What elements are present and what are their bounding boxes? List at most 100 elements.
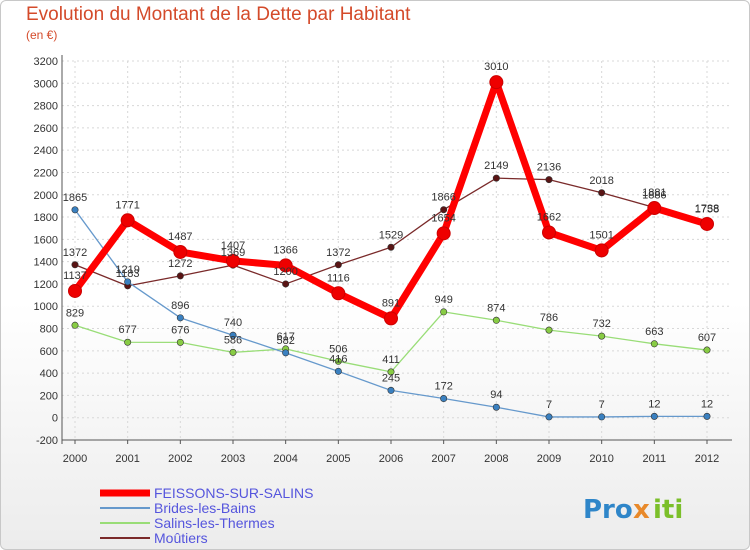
data-label-salins-les-thermes: 786 <box>540 312 558 324</box>
y-tick-label: -200 <box>36 435 58 447</box>
chart-title: Evolution du Montant de la Dette par Hab… <box>26 4 411 25</box>
data-label-salins-les-thermes: 663 <box>645 326 663 338</box>
chart-subtitle: (en €) <box>26 28 58 42</box>
data-point-mo-tiers <box>440 206 448 214</box>
data-point-brides-les-bains <box>229 331 237 339</box>
y-tick-label: 800 <box>40 324 58 336</box>
data-label-feissons-sur-salins: 1881 <box>642 187 666 199</box>
data-point-feissons-sur-salins <box>489 75 504 90</box>
data-label-brides-les-bains: 94 <box>490 389 502 401</box>
data-point-salins-les-thermes <box>176 338 184 346</box>
data-label-feissons-sur-salins: 1407 <box>221 240 245 252</box>
data-point-salins-les-thermes <box>545 326 553 334</box>
data-point-brides-les-bains <box>650 412 658 420</box>
data-label-mo-tiers: 1886 <box>642 189 666 201</box>
data-point-brides-les-bains <box>124 278 132 286</box>
data-label-feissons-sur-salins: 1654 <box>431 212 455 224</box>
data-label-salins-les-thermes: 949 <box>434 294 452 306</box>
data-label-brides-les-bains: 12 <box>701 398 713 410</box>
data-label-feissons-sur-salins: 891 <box>382 297 400 309</box>
data-point-brides-les-bains <box>387 386 395 394</box>
data-point-mo-tiers <box>282 280 290 288</box>
data-label-brides-les-bains: 7 <box>546 399 552 411</box>
data-point-brides-les-bains <box>282 349 290 357</box>
y-tick-label: 1400 <box>34 257 58 269</box>
y-tick-label: 400 <box>40 368 58 380</box>
data-label-mo-tiers: 1372 <box>63 247 87 259</box>
data-label-salins-les-thermes: 607 <box>698 332 716 344</box>
data-point-salins-les-thermes <box>334 357 342 365</box>
x-tick-label: 2005 <box>326 453 350 465</box>
data-label-salins-les-thermes: 617 <box>276 331 294 343</box>
data-label-brides-les-bains: 12 <box>648 398 660 410</box>
data-label-brides-les-bains: 245 <box>382 372 400 384</box>
data-label-salins-les-thermes: 732 <box>592 318 610 330</box>
data-point-feissons-sur-salins <box>120 213 135 228</box>
data-point-feissons-sur-salins <box>384 311 398 326</box>
data-point-salins-les-thermes <box>492 316 500 324</box>
data-point-mo-tiers <box>545 176 553 184</box>
data-label-mo-tiers: 1369 <box>221 247 245 259</box>
data-point-feissons-sur-salins <box>226 253 240 268</box>
data-point-feissons-sur-salins <box>542 225 556 240</box>
y-tick-label: 1200 <box>34 279 58 291</box>
data-point-mo-tiers <box>334 261 342 269</box>
data-label-feissons-sur-salins: 1738 <box>695 203 719 215</box>
data-point-feissons-sur-salins <box>331 286 346 301</box>
data-label-mo-tiers: 1272 <box>168 258 192 270</box>
y-tick-label: 200 <box>40 390 58 402</box>
grid <box>62 60 732 441</box>
data-label-salins-les-thermes: 676 <box>171 324 189 336</box>
data-point-brides-les-bains <box>71 206 79 214</box>
x-tick-label: 2002 <box>168 453 192 465</box>
x-tick-label: 2000 <box>63 453 87 465</box>
data-point-salins-les-thermes <box>703 346 711 354</box>
y-tick-label: 2000 <box>34 190 58 202</box>
data-label-mo-tiers: 2149 <box>484 160 508 172</box>
data-point-salins-les-thermes <box>124 338 132 346</box>
y-tick-label: 0 <box>52 413 58 425</box>
x-tick-label: 2010 <box>589 453 613 465</box>
data-label-brides-les-bains: 1219 <box>115 264 139 276</box>
data-label-mo-tiers: 1758 <box>695 204 719 216</box>
data-label-feissons-sur-salins: 3010 <box>484 61 508 73</box>
y-tick-label: 1000 <box>34 301 58 313</box>
data-point-salins-les-thermes <box>598 332 606 340</box>
data-label-mo-tiers: 1529 <box>379 229 403 241</box>
x-tick-label: 2011 <box>643 453 667 465</box>
legend: FEISSONS-SUR-SALINSBrides-les-BainsSalin… <box>100 485 313 546</box>
data-point-feissons-sur-salins <box>594 243 609 258</box>
data-label-mo-tiers: 1866 <box>431 192 455 204</box>
logo-part: x <box>633 495 650 525</box>
data-point-mo-tiers <box>492 174 500 182</box>
data-point-salins-les-thermes <box>71 321 79 329</box>
data-label-feissons-sur-salins: 1662 <box>537 211 561 223</box>
y-tick-label: 2800 <box>34 101 58 113</box>
x-tick-label: 2008 <box>484 453 508 465</box>
data-label-mo-tiers: 2018 <box>589 175 613 187</box>
data-point-feissons-sur-salins <box>173 244 188 259</box>
data-label-brides-les-bains: 172 <box>434 381 452 393</box>
data-point-feissons-sur-salins <box>700 216 714 231</box>
data-point-mo-tiers <box>71 261 79 269</box>
data-point-mo-tiers <box>387 243 395 251</box>
data-point-brides-les-bains <box>598 413 606 421</box>
data-point-feissons-sur-salins <box>436 226 451 241</box>
data-label-salins-les-thermes: 829 <box>66 307 84 319</box>
data-label-brides-les-bains: 7 <box>599 399 605 411</box>
data-label-brides-les-bains: 416 <box>329 353 347 365</box>
y-tick-label: 2200 <box>34 167 58 179</box>
y-tick-label: 600 <box>40 346 58 358</box>
data-point-mo-tiers <box>598 189 606 197</box>
data-label-feissons-sur-salins: 1116 <box>327 272 350 284</box>
data-point-mo-tiers <box>176 272 184 280</box>
data-point-brides-les-bains <box>703 412 711 420</box>
proxiti-logo: Pro x iti <box>583 495 683 525</box>
legend-label-feissons-sur-salins: FEISSONS-SUR-SALINS <box>154 485 313 501</box>
data-point-brides-les-bains <box>176 314 184 322</box>
data-label-feissons-sur-salins: 1501 <box>589 229 613 241</box>
logo-part: Pro <box>583 495 633 525</box>
data-point-salins-les-thermes <box>440 308 448 316</box>
data-label-brides-les-bains: 1865 <box>63 192 87 204</box>
data-point-feissons-sur-salins <box>68 283 82 298</box>
